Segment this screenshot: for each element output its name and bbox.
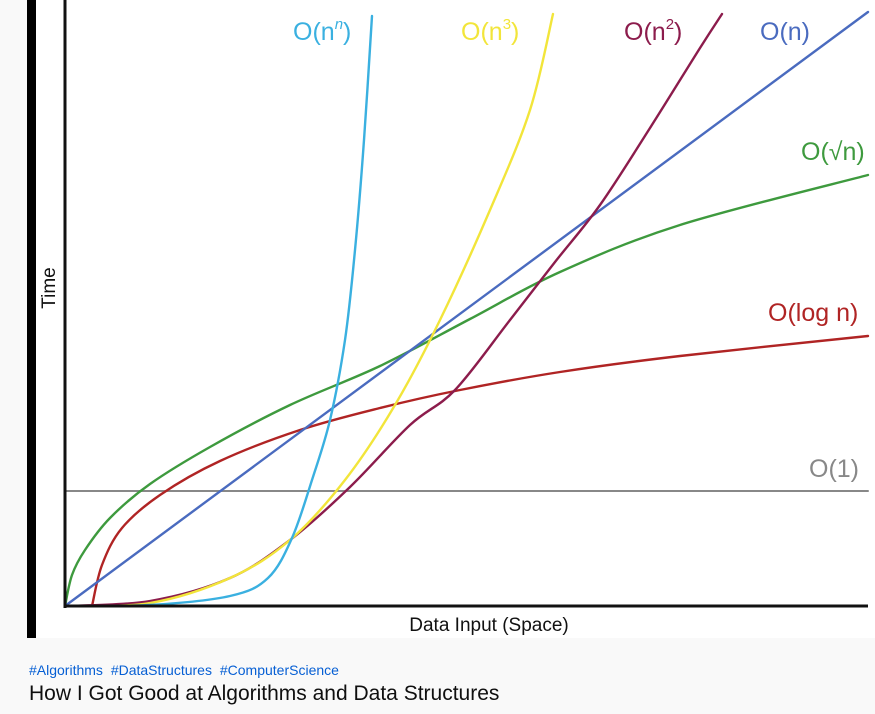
series-label-base: O(log n) [768, 299, 858, 327]
series-label-tail: ) [511, 18, 519, 46]
x-axis-label: Data Input (Space) [409, 615, 568, 636]
series-label-const: O(1) [809, 455, 859, 483]
series-line-n3 [63, 12, 555, 608]
series-label-exponent: 2 [666, 16, 674, 33]
complexity-chart: Data Input (Space) Time O(nn) O(n3) O(n2) O… [39, 0, 870, 636]
series-line-sqrt [63, 173, 870, 608]
series-label-base: O(1) [809, 455, 859, 483]
series-label-tail: ) [674, 18, 682, 46]
series-line-nn [63, 14, 374, 608]
series-label-n: O(n) [760, 18, 810, 46]
video-player[interactable] [27, 0, 875, 638]
series-label-base: O(n [624, 18, 666, 46]
curves-layer [63, 10, 870, 608]
y-axis-label: Time [39, 267, 60, 309]
hashtag-algorithms[interactable]: #Algorithms [29, 662, 103, 678]
series-label-sqrt: O(√n) [801, 138, 865, 166]
series-label-log: O(log n) [768, 299, 858, 327]
series-label-tail: ) [343, 18, 351, 46]
series-labels: O(nn) O(n3) O(n2) O(n)O(√n)O(log n)O(1) [293, 16, 865, 483]
series-label-exponent: 3 [503, 16, 511, 33]
series-line-n2 [63, 12, 724, 608]
video-title: How I Got Good at Algorithms and Data St… [29, 682, 500, 705]
series-label-n2: O(n2) [624, 16, 682, 46]
hashtag-datastructures[interactable]: #DataStructures [110, 662, 212, 678]
series-line-log [90, 334, 870, 608]
video-meta: #Algorithms #DataStructures #ComputerSci… [29, 660, 869, 708]
video-frame-content [36, 0, 875, 638]
series-label-base: O(n [461, 18, 503, 46]
series-label-exponent: n [335, 16, 343, 33]
series-label-base: O(n [293, 18, 335, 46]
series-line-n [63, 10, 870, 608]
series-label-n3: O(n3) [461, 16, 519, 46]
hashtag-row: #Algorithms #DataStructures #ComputerSci… [29, 660, 869, 680]
series-label-base: O(√n) [801, 138, 865, 166]
series-label-nn: O(nn) [293, 16, 351, 46]
hashtag-computerscience[interactable]: #ComputerScience [219, 662, 339, 678]
series-label-base: O(n) [760, 18, 810, 46]
